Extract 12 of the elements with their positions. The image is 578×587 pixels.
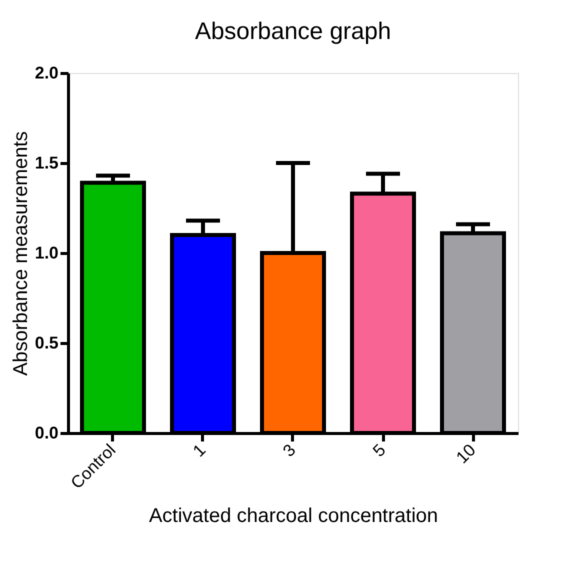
x-tick-label: 3 <box>279 440 300 461</box>
x-axis-title: Activated charcoal concentration <box>148 504 438 527</box>
y-tick-label: 2.0 <box>34 64 58 82</box>
y-tick-label: 1.5 <box>34 154 58 172</box>
x-tick-label: 5 <box>369 440 390 461</box>
y-tick-label: 1.0 <box>34 244 58 262</box>
x-tick-label: 10 <box>452 440 480 468</box>
y-tick-label: 0.0 <box>34 424 58 442</box>
chart-title: Absorbance graph <box>194 18 392 45</box>
y-tick-label: 0.5 <box>34 334 58 352</box>
y-axis-title: Absorbance measurements <box>10 131 32 376</box>
x-tick-label: 1 <box>189 440 210 461</box>
